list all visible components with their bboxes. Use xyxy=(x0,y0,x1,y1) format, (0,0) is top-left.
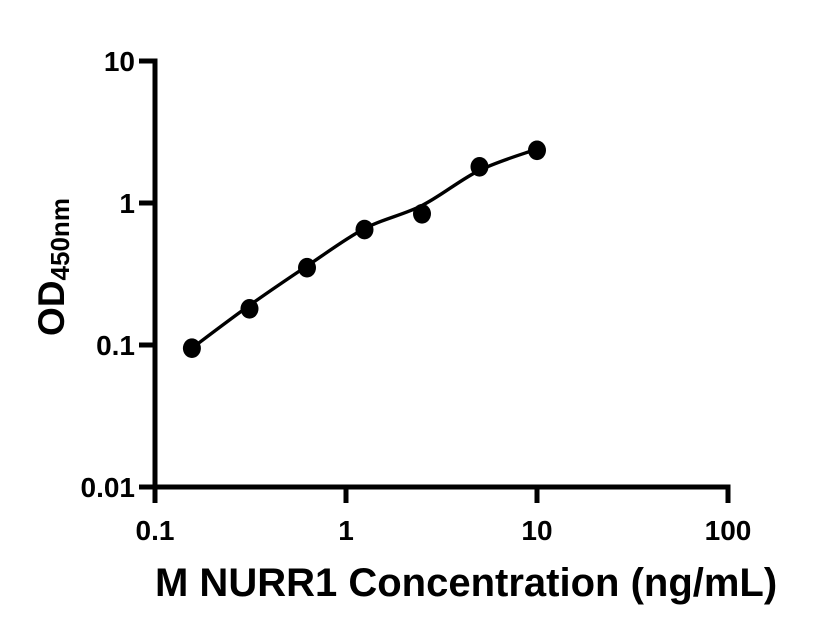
y-tick-label-0.01: 0.01 xyxy=(81,472,136,503)
data-point-5 xyxy=(470,157,489,177)
data-point-1 xyxy=(240,299,259,319)
data-point-6 xyxy=(528,140,546,161)
x-tick-label-1: 1 xyxy=(338,515,354,546)
y-tick-label-0.1: 0.1 xyxy=(96,330,135,361)
x-tick-label-100: 100 xyxy=(705,515,752,546)
data-point-3 xyxy=(355,219,374,240)
x-axis-title: M NURR1 Concentration (ng/mL) xyxy=(155,561,778,605)
y-axis-title: OD450nm xyxy=(31,198,75,336)
data-point-2 xyxy=(298,257,316,278)
data-point-0 xyxy=(182,338,201,359)
axis-lines xyxy=(152,58,731,490)
fit-curve xyxy=(190,147,538,350)
y-tick-label-1: 1 xyxy=(119,188,135,219)
y-axis-title-subscript: 450nm xyxy=(45,198,75,281)
y-tick-label-10: 10 xyxy=(104,46,135,77)
x-tick-label-0.1: 0.1 xyxy=(136,515,175,546)
x-tick-label-10: 10 xyxy=(521,515,552,546)
data-point-4 xyxy=(413,204,431,224)
y-axis-title-main: OD xyxy=(31,280,72,336)
